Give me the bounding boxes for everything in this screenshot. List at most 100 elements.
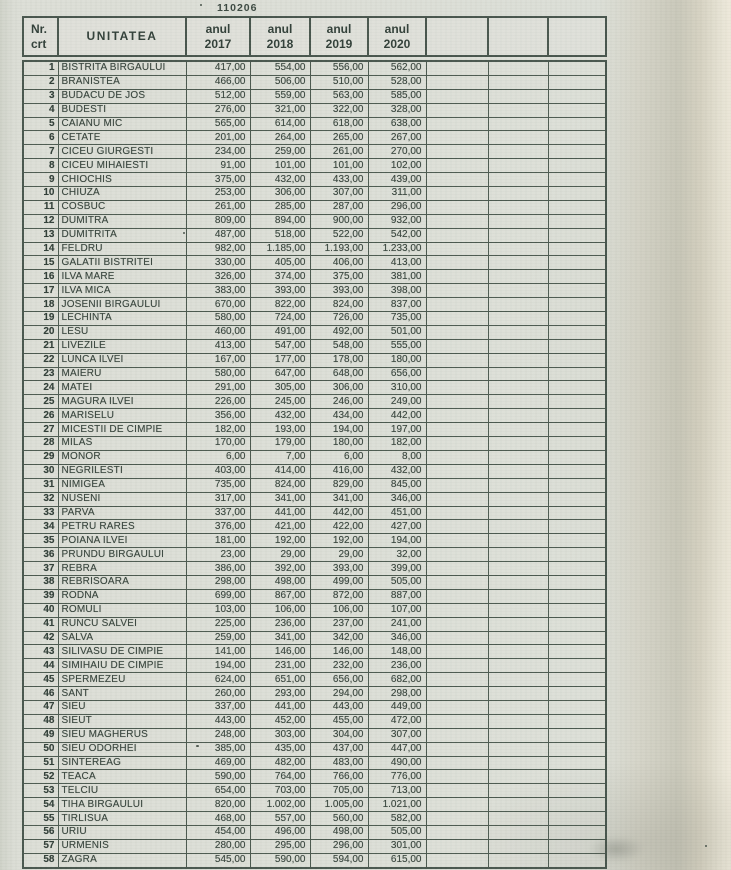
cell-unitatea: ILVA MICA	[57, 283, 187, 299]
cell-y2018: 421,00	[249, 519, 311, 535]
cell-y2019: 406,00	[309, 255, 369, 271]
cell-unitatea: PARVA	[57, 505, 187, 521]
cell-empty	[425, 699, 489, 715]
cell-y2020: 236,00	[367, 658, 427, 674]
cell-empty	[425, 60, 489, 76]
cell-y2019: 548,00	[309, 338, 369, 354]
cell-nr: 17	[22, 283, 59, 299]
cell-empty	[425, 436, 489, 451]
cell-nr: 52	[22, 769, 59, 785]
table-row: 6 CETATE 201,00 264,00 265,00 267,00	[22, 130, 607, 146]
cell-y2018: 231,00	[249, 658, 311, 674]
cell-unitatea: MILAS	[57, 436, 187, 451]
cell-empty	[425, 824, 489, 840]
table-row: 35 POIANA ILVEI 181,00 192,00 192,00 194,00	[22, 533, 607, 549]
cell-y2019: 618,00	[309, 116, 369, 132]
cell-y2018: 498,00	[249, 574, 311, 590]
table-row: 2 BRANISTEA 466,00 506,00 510,00 528,00	[22, 74, 607, 90]
cell-y2017: 580,00	[185, 311, 251, 326]
cell-unitatea: COSBUC	[57, 199, 187, 215]
cell-y2020: 148,00	[367, 644, 427, 660]
cell-y2020: 932,00	[367, 213, 427, 229]
cell-empty	[487, 449, 549, 465]
cell-empty	[425, 158, 489, 174]
cell-y2017: 141,00	[185, 644, 251, 660]
cell-y2020: 197,00	[367, 422, 427, 438]
cell-unitatea: POIANA ILVEI	[57, 533, 187, 549]
cell-y2018: 506,00	[249, 74, 311, 90]
cell-y2020: 887,00	[367, 588, 427, 604]
column-header-unitatea: UNITATEA	[57, 16, 187, 57]
cell-empty	[487, 436, 549, 451]
cell-y2018: 432,00	[249, 172, 311, 188]
cell-empty	[487, 158, 549, 174]
cell-y2019: 29,00	[309, 547, 369, 563]
cell-y2020: 505,00	[367, 824, 427, 840]
cell-y2019: 455,00	[309, 713, 369, 729]
cell-y2017: 654,00	[185, 783, 251, 799]
table-row: 1 BISTRITA BIRGAULUI 417,00 554,00 556,00 562…	[22, 60, 607, 76]
cell-empty	[547, 436, 607, 451]
cell-y2020: 180,00	[367, 352, 427, 368]
cell-empty	[547, 741, 607, 757]
cell-y2019: 6,00	[309, 449, 369, 465]
cell-y2019: 726,00	[309, 311, 369, 326]
cell-empty	[425, 630, 489, 646]
table-row: 28 MILAS 170,00 179,00 180,00 182,00	[22, 436, 607, 451]
cell-empty	[487, 477, 549, 493]
table-row: 52 TEACA 590,00 764,00 766,00 776,00	[22, 769, 607, 785]
cell-y2018: 441,00	[249, 699, 311, 715]
cell-y2017: 417,00	[185, 60, 251, 76]
cell-y2018: 259,00	[249, 144, 311, 160]
cell-y2020: 298,00	[367, 686, 427, 701]
cell-y2019: 180,00	[309, 436, 369, 451]
cell-empty	[425, 547, 489, 563]
cell-unitatea: SIEU	[57, 699, 187, 715]
cell-y2020: 328,00	[367, 102, 427, 118]
cell-empty	[425, 727, 489, 743]
column-header-nr-line2: crt	[31, 36, 47, 51]
cell-empty	[425, 144, 489, 160]
cell-empty	[547, 699, 607, 715]
cell-nr: 26	[22, 408, 59, 424]
cell-y2020: 381,00	[367, 269, 427, 285]
cell-unitatea: LIVEZILE	[57, 338, 187, 354]
cell-empty	[425, 352, 489, 368]
table-row: 30 NEGRILESTI 403,00 414,00 416,00 432,00	[22, 463, 607, 479]
table-row: 44 SIMIHAIU DE CIMPIE 194,00 231,00 232,00 23…	[22, 658, 607, 674]
table-row: 51 SINTEREAG 469,00 482,00 483,00 490,00	[22, 755, 607, 771]
cell-empty	[487, 394, 549, 410]
cell-y2017: 376,00	[185, 519, 251, 535]
cell-empty	[425, 408, 489, 424]
cell-y2019: 1.005,00	[309, 797, 369, 813]
cell-unitatea: LESU	[57, 324, 187, 340]
table-row: 48 SIEUT 443,00 452,00 455,00 472,00	[22, 713, 607, 729]
cell-empty	[425, 311, 489, 326]
cell-empty	[547, 519, 607, 535]
cell-empty	[547, 505, 607, 521]
scan-speck	[196, 745, 199, 747]
cell-empty	[487, 811, 549, 826]
cell-y2018: 264,00	[249, 130, 311, 146]
cell-empty	[487, 324, 549, 340]
cell-y2017: 291,00	[185, 380, 251, 396]
cell-empty	[547, 408, 607, 424]
cell-empty	[425, 338, 489, 354]
cell-nr: 18	[22, 297, 59, 313]
cell-y2017: 468,00	[185, 811, 251, 826]
cell-y2017: 248,00	[185, 727, 251, 743]
cell-y2017: 253,00	[185, 186, 251, 201]
cell-y2020: 837,00	[367, 297, 427, 313]
cell-unitatea: SPERMEZEU	[57, 672, 187, 688]
cell-empty	[547, 74, 607, 90]
cell-nr: 28	[22, 436, 59, 451]
cell-empty	[547, 338, 607, 354]
cell-nr: 25	[22, 394, 59, 410]
cell-empty	[547, 227, 607, 243]
cell-empty	[425, 186, 489, 201]
cell-y2017: 735,00	[185, 477, 251, 493]
cell-nr: 51	[22, 755, 59, 771]
cell-y2019: 416,00	[309, 463, 369, 479]
cell-y2018: 1.185,00	[249, 241, 311, 257]
year-value: 2020	[383, 36, 411, 51]
